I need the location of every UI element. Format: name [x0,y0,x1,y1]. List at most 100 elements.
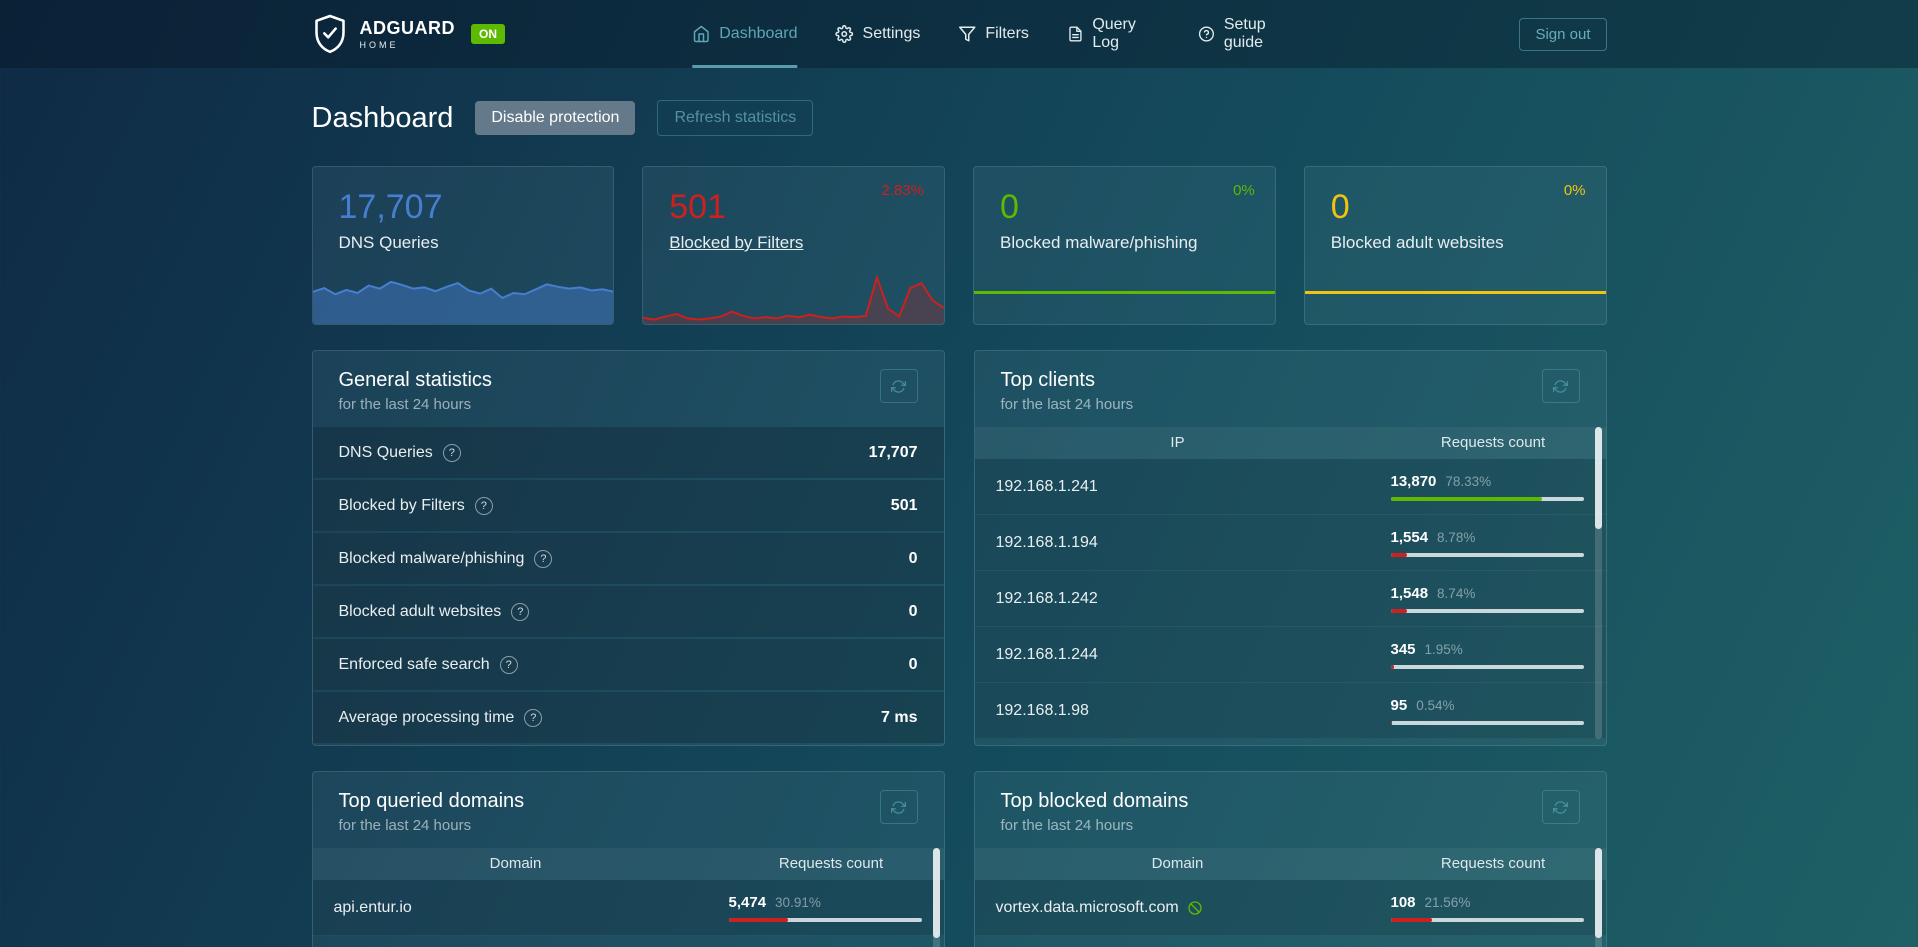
refresh-statistics-button[interactable]: Refresh statistics [657,100,814,136]
card-title: Top clients [1000,369,1096,391]
blocked-by-filters-card: 2.83% 501 Blocked by Filters [642,166,945,325]
stat-row-blocked-malware: Blocked malware/phishing? 0 [312,533,944,584]
stat-value: 0 [908,602,918,620]
card-subtitle: for the last 24 hours [1000,396,1134,413]
client-ip[interactable]: 192.168.1.244 [995,645,1098,663]
table-row: 192.168.1.241 13,870 78.33% [974,459,1606,515]
blocked-by-filters-link[interactable]: Blocked by Filters [669,233,804,252]
top-clients-card: Top clients for the last 24 hours IP Req… [973,350,1607,746]
refresh-top-clients-button[interactable] [1541,369,1580,403]
table-row: 192.168.1.242 1,548 8.74% [974,571,1606,627]
requests-bar [1390,496,1584,501]
help-icon[interactable]: ? [499,655,518,674]
nav-item-settings[interactable]: Settings [835,0,920,68]
general-statistics-card: General statistics for the last 24 hours… [311,350,945,746]
blocked-tracker-icon[interactable] [1187,900,1203,916]
stat-label: DNS Queries [338,443,433,461]
table-header: Domain Requests count [312,848,944,880]
home-icon [693,25,709,43]
scrollbar [1594,427,1602,739]
scrollbar-track[interactable] [1594,427,1602,739]
column-header-requests-count[interactable]: Requests count [1440,434,1546,451]
column-header-requests-count[interactable]: Requests count [1440,855,1546,872]
blocked-adult-value: 0 [1330,188,1350,226]
malware-zero-line [974,291,1275,294]
table-row: 192.168.1.194 1,554 8.78% [974,515,1606,571]
adguard-home-logo[interactable]: ADGUARD HOME ON [312,14,505,54]
blocked-domain[interactable]: vortex.data.microsoft.com [995,898,1179,916]
help-circle-icon [1199,26,1215,42]
nav-item-filters[interactable]: Filters [958,0,1029,68]
requests-percent: 8.78% [1437,529,1476,545]
requests-count: 1,554 [1390,528,1429,546]
top-clients-table: 192.168.1.241 13,870 78.33% 192.168.1.194… [974,459,1606,739]
malware-percent: 0% [1233,182,1255,199]
help-icon[interactable]: ? [474,496,493,515]
scrollbar-thumb[interactable] [932,848,940,938]
table-header: IP Requests count [974,427,1606,459]
blocked-malware-label: Blocked malware/phishing [1000,233,1198,252]
help-icon[interactable]: ? [511,602,530,621]
stat-row-processing-time: Average processing time? 7 ms [312,692,944,743]
blocked-malware-card: 0% 0 Blocked malware/phishing [973,166,1276,325]
help-icon[interactable]: ? [524,708,543,727]
top-blocked-domains-card: Top blocked domains for the last 24 hour… [973,771,1607,947]
blocked-by-filters-value: 501 [669,188,726,226]
scrollbar [1594,848,1602,947]
nav-label: Query Log [1092,16,1136,51]
stat-row-safe-search: Enforced safe search? 0 [312,639,944,690]
column-header-requests-count[interactable]: Requests count [778,855,884,872]
disable-protection-button[interactable]: Disable protection [475,101,636,135]
queried-domain[interactable]: api.entur.io [333,898,412,916]
card-title: General statistics [338,369,492,391]
adult-zero-line [1304,291,1606,294]
stat-label: Blocked malware/phishing [338,549,525,567]
table-row: 192.168.1.98 95 0.54% [974,683,1606,739]
scrollbar [932,848,940,947]
stat-value: 501 [890,496,918,514]
column-header-domain[interactable]: Domain [489,855,542,872]
nav-item-dashboard[interactable]: Dashboard [692,0,798,68]
blocked-malware-value: 0 [1000,188,1019,226]
refresh-icon [1553,379,1568,393]
shield-check-icon [314,14,345,54]
requests-percent: 78.33% [1445,473,1492,489]
requests-percent: 30.91% [775,894,821,910]
sign-out-button[interactable]: Sign out [1519,17,1607,51]
stat-row-dns-queries: DNS Queries? 17,707 [312,427,944,478]
client-ip[interactable]: 192.168.1.194 [995,533,1098,551]
stat-value: 0 [908,549,918,567]
dns-queries-value: 17,707 [338,188,443,226]
client-ip[interactable]: 192.168.1.98 [995,701,1089,719]
scrollbar-thumb[interactable] [1594,848,1602,938]
main-nav: Dashboard Settings Filters [692,0,1302,68]
file-text-icon [1068,26,1082,42]
refresh-top-blocked-button[interactable] [1541,790,1580,824]
client-ip[interactable]: 192.168.1.242 [995,589,1098,607]
requests-count: 1,548 [1390,584,1429,602]
client-ip[interactable]: 192.168.1.241 [995,477,1098,495]
table-row: api.entur.io 5,474 30.91% [312,880,944,936]
scrollbar-thumb[interactable] [1594,427,1602,529]
refresh-general-stats-button[interactable] [879,369,918,403]
table-row: 192.168.1.244 345 1.95% [974,627,1606,683]
column-header-domain[interactable]: Domain [1151,855,1204,872]
help-icon[interactable]: ? [534,549,553,568]
stat-row-blocked-adult: Blocked adult websites? 0 [312,586,944,637]
help-icon[interactable]: ? [442,443,461,462]
nav-label: Setup guide [1223,16,1266,51]
stat-value: 17,707 [868,443,918,461]
requests-bar [1390,917,1584,922]
column-header-ip[interactable]: IP [1170,434,1185,451]
requests-bar [1390,720,1584,725]
card-title: Top blocked domains [1000,790,1189,812]
stat-label: Blocked adult websites [338,602,502,620]
top-queried-table: api.entur.io 5,474 30.91% [312,880,944,936]
top-queried-domains-card: Top queried domains for the last 24 hour… [311,771,945,947]
nav-item-query-log[interactable]: Query Log [1067,0,1161,68]
refresh-top-queried-button[interactable] [879,790,918,824]
funnel-icon [959,26,976,42]
dns-queries-sparkline [312,262,614,324]
nav-item-setup-guide[interactable]: Setup guide [1198,0,1301,68]
requests-bar [1390,664,1584,669]
